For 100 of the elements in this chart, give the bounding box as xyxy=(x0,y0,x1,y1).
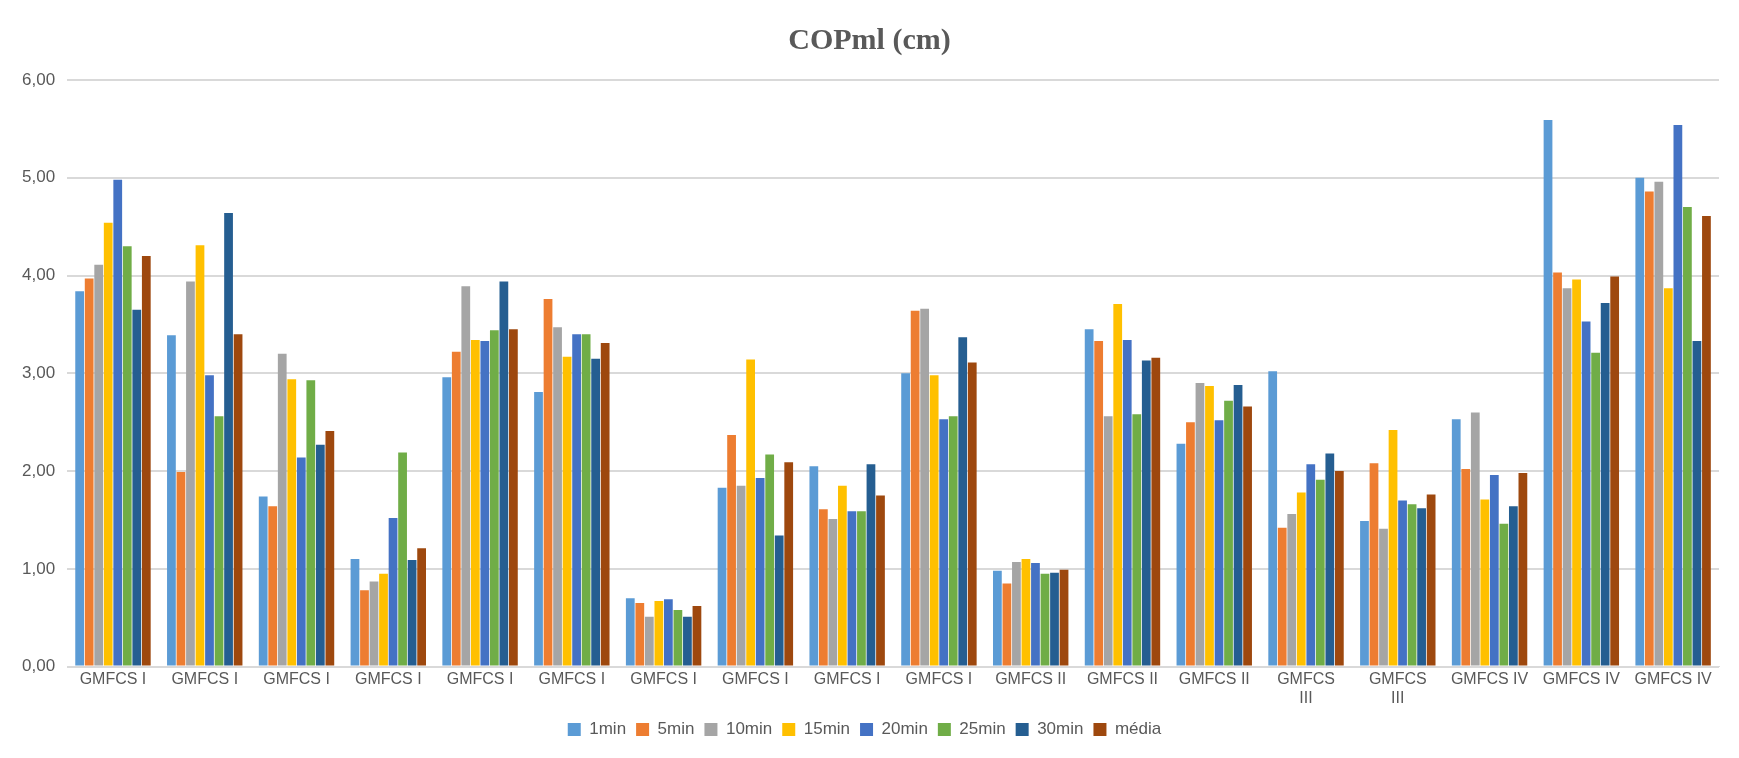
x-tick-label: GMFCS II xyxy=(1086,669,1159,687)
bar xyxy=(1692,341,1702,666)
bar xyxy=(901,373,910,666)
bar xyxy=(1518,473,1528,666)
legend-label: 10min xyxy=(725,719,773,739)
bar xyxy=(1480,499,1490,666)
bar xyxy=(1334,471,1344,666)
bar xyxy=(1360,520,1369,666)
bar xyxy=(499,281,509,666)
legend-label: 25min xyxy=(959,719,1006,739)
bar xyxy=(470,340,480,666)
bar xyxy=(1205,386,1214,666)
x-tick-label: GMFCS I xyxy=(263,669,330,687)
bar xyxy=(553,327,562,666)
bar xyxy=(1426,494,1436,666)
bar xyxy=(1214,420,1224,666)
bar xyxy=(94,264,104,666)
bar xyxy=(480,341,490,666)
bar xyxy=(224,212,233,666)
bar xyxy=(625,598,635,666)
x-tick-label: GMFCS I xyxy=(171,669,239,687)
bar xyxy=(910,310,920,666)
bar xyxy=(1277,527,1287,666)
bar xyxy=(635,603,645,666)
bar xyxy=(1031,562,1040,666)
x-tick-label: GMFCS III xyxy=(1277,669,1335,706)
bar xyxy=(1176,443,1186,666)
bar xyxy=(214,416,224,666)
bar xyxy=(1398,500,1407,666)
bar xyxy=(1296,492,1306,666)
bar xyxy=(113,179,123,666)
bar xyxy=(1388,430,1398,666)
bar xyxy=(1224,400,1233,666)
bar xyxy=(717,487,727,666)
bar xyxy=(784,462,794,666)
bar xyxy=(967,362,977,666)
bar xyxy=(673,609,683,666)
legend-label: média xyxy=(1114,719,1162,739)
bar xyxy=(1610,276,1620,666)
bar xyxy=(774,535,784,666)
bar xyxy=(84,278,94,666)
bar xyxy=(929,375,939,666)
bar xyxy=(176,472,186,666)
bar xyxy=(1306,464,1316,666)
x-tick-label: GMFCS I xyxy=(354,669,422,687)
bar xyxy=(1369,463,1379,666)
bar xyxy=(258,496,268,666)
legend-label: 15min xyxy=(803,719,851,739)
bar xyxy=(195,245,205,666)
bar xyxy=(509,329,518,666)
bar xyxy=(1141,360,1151,666)
bar xyxy=(939,419,949,666)
bar xyxy=(581,334,591,666)
bar xyxy=(1407,504,1417,666)
bar xyxy=(325,430,335,666)
bar xyxy=(1325,453,1335,666)
bar xyxy=(407,560,417,666)
bar xyxy=(727,434,736,666)
bar xyxy=(461,286,471,666)
bar xyxy=(1012,561,1021,666)
bar xyxy=(75,291,85,666)
x-tick-label: GMFCS III xyxy=(1368,669,1427,706)
bar xyxy=(186,281,195,666)
legend-label: 5min xyxy=(657,719,695,739)
legend-label: 20min xyxy=(881,719,928,739)
bar xyxy=(379,573,388,666)
bar xyxy=(1268,371,1278,666)
bar xyxy=(948,416,958,666)
bar xyxy=(1417,508,1426,666)
bar xyxy=(268,506,278,666)
bar xyxy=(683,616,692,666)
bar xyxy=(1287,514,1297,666)
bar xyxy=(1489,474,1499,666)
bar xyxy=(451,351,461,666)
bar xyxy=(1683,207,1692,666)
bar xyxy=(1059,569,1069,666)
bar xyxy=(1663,288,1673,666)
bar xyxy=(287,379,297,666)
bar xyxy=(1050,572,1059,666)
bar xyxy=(1673,124,1683,666)
bar xyxy=(866,464,876,666)
bar xyxy=(534,391,543,666)
bar xyxy=(876,495,885,666)
y-tick-label: 5,00 xyxy=(21,167,56,187)
bar xyxy=(838,485,847,666)
x-tick-label: GMFCS IV xyxy=(1542,669,1621,687)
bar xyxy=(398,452,407,666)
bar xyxy=(315,444,325,666)
bar xyxy=(692,605,702,666)
bar xyxy=(857,511,866,666)
bar xyxy=(442,377,452,666)
bar xyxy=(1094,341,1104,666)
x-tick-label: GMFCS IV xyxy=(1634,669,1713,687)
bar xyxy=(1461,469,1471,666)
bar xyxy=(1702,215,1711,666)
x-tick-label: GMFCS II xyxy=(1178,669,1250,687)
legend-label: 1min xyxy=(589,719,627,739)
bar xyxy=(1654,181,1664,666)
bar xyxy=(369,581,379,666)
bar xyxy=(277,353,287,666)
